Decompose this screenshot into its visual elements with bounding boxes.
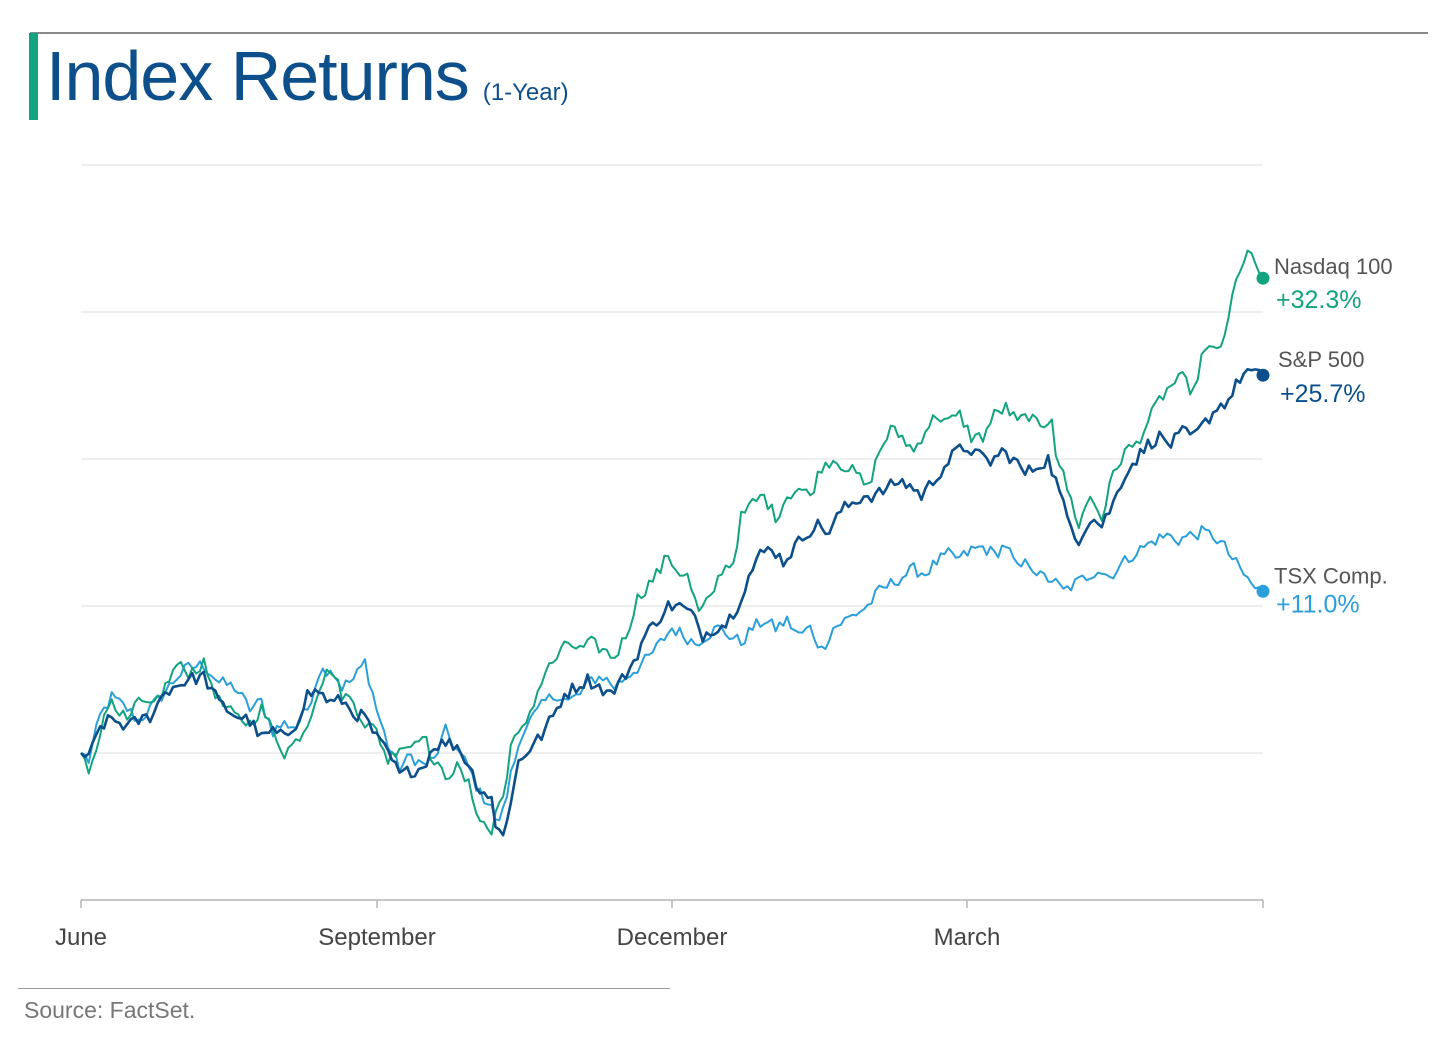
end-marker-nasdaq-100 (1256, 271, 1270, 285)
end-marker-s-p-500 (1256, 368, 1270, 382)
chart-title: Index Returns (46, 37, 470, 115)
x-tick-label: June (55, 924, 107, 951)
series-value-tsx-comp: +11.0% (1276, 590, 1360, 618)
series-value-s-p-500: +25.7% (1280, 380, 1366, 408)
source-rule (18, 988, 670, 989)
x-tick-label: September (318, 924, 435, 951)
series-line-s-p-500 (80, 367, 1265, 837)
series-value-nasdaq-100: +32.3% (1276, 286, 1362, 314)
series-label-nasdaq-100: Nasdaq 100 (1274, 254, 1393, 279)
end-marker-tsx-comp (1256, 584, 1270, 598)
line-chart: June September December March Nasdaq 100 +32.… (55, 164, 1393, 951)
chart-subtitle: (1-Year) (482, 79, 569, 106)
series-line-nasdaq-100 (80, 249, 1264, 836)
title-accent-bar (29, 33, 38, 120)
top-rule (30, 32, 1428, 34)
series-line-tsx-comp (80, 525, 1264, 822)
source-note: Source: FactSet. (24, 997, 196, 1023)
series-label-tsx-comp: TSX Comp. (1274, 563, 1388, 588)
x-tick-label: December (617, 924, 728, 951)
title-block: Index Returns (1-Year) (46, 36, 569, 116)
x-tick-label: March (934, 924, 1001, 951)
series-label-s-p-500: S&P 500 (1278, 347, 1364, 372)
